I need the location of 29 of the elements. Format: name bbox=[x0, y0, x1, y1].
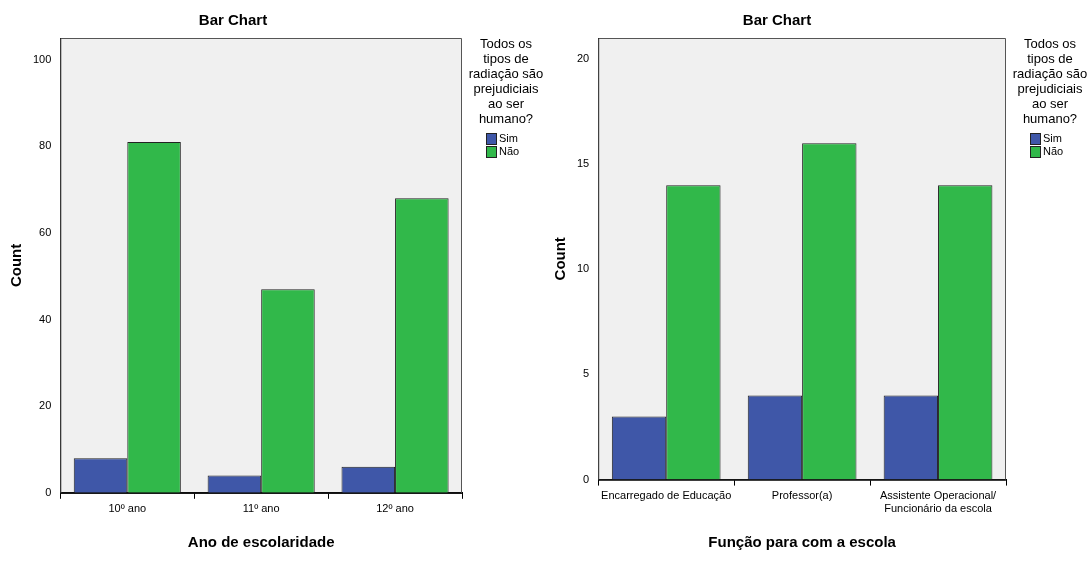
legend-label: Não bbox=[1043, 145, 1064, 158]
y-tick-label: 60 bbox=[39, 225, 52, 238]
x-tick-label: Assistente Operacional/ Funcionário da escola bbox=[879, 489, 998, 515]
legend-label: Sim bbox=[499, 132, 518, 145]
legend-label: Sim bbox=[1043, 132, 1062, 145]
y-tick-label: 100 bbox=[32, 52, 52, 65]
y-axis-title: Count bbox=[551, 237, 569, 281]
chart-title: Bar Chart bbox=[198, 11, 268, 29]
y-tick-label: 20 bbox=[39, 399, 52, 412]
x-tick-label: Professor(a) bbox=[771, 489, 833, 502]
x-axis-title: Função para com a escola bbox=[708, 533, 897, 551]
legend-label: Não bbox=[499, 145, 520, 158]
x-tick-label: Encarregado de Educação bbox=[601, 489, 732, 502]
y-tick-label: 0 bbox=[583, 472, 590, 485]
x-tick-label: 12º ano bbox=[376, 502, 414, 515]
legend-title: Todos os tipos de radiação são prejudiciais ao ser humano? bbox=[1012, 36, 1088, 126]
y-tick-label: 5 bbox=[583, 367, 590, 380]
x-tick-label: 10º ano bbox=[108, 502, 147, 515]
chart-title: Bar Chart bbox=[742, 11, 812, 29]
y-tick-label: 80 bbox=[39, 139, 52, 152]
y-tick-label: 0 bbox=[45, 485, 52, 498]
y-axis-title: Count bbox=[7, 243, 25, 288]
y-tick-label: 10 bbox=[576, 262, 590, 275]
x-tick-label: 11º ano bbox=[242, 502, 280, 515]
x-axis-title: Ano de escolaridade bbox=[187, 533, 335, 551]
y-tick-label: 15 bbox=[576, 157, 590, 170]
y-tick-label: 40 bbox=[39, 312, 52, 325]
y-tick-label: 20 bbox=[576, 52, 590, 65]
legend-title: Todos os tipos de radiação são prejudiciais ao ser humano? bbox=[468, 36, 544, 126]
